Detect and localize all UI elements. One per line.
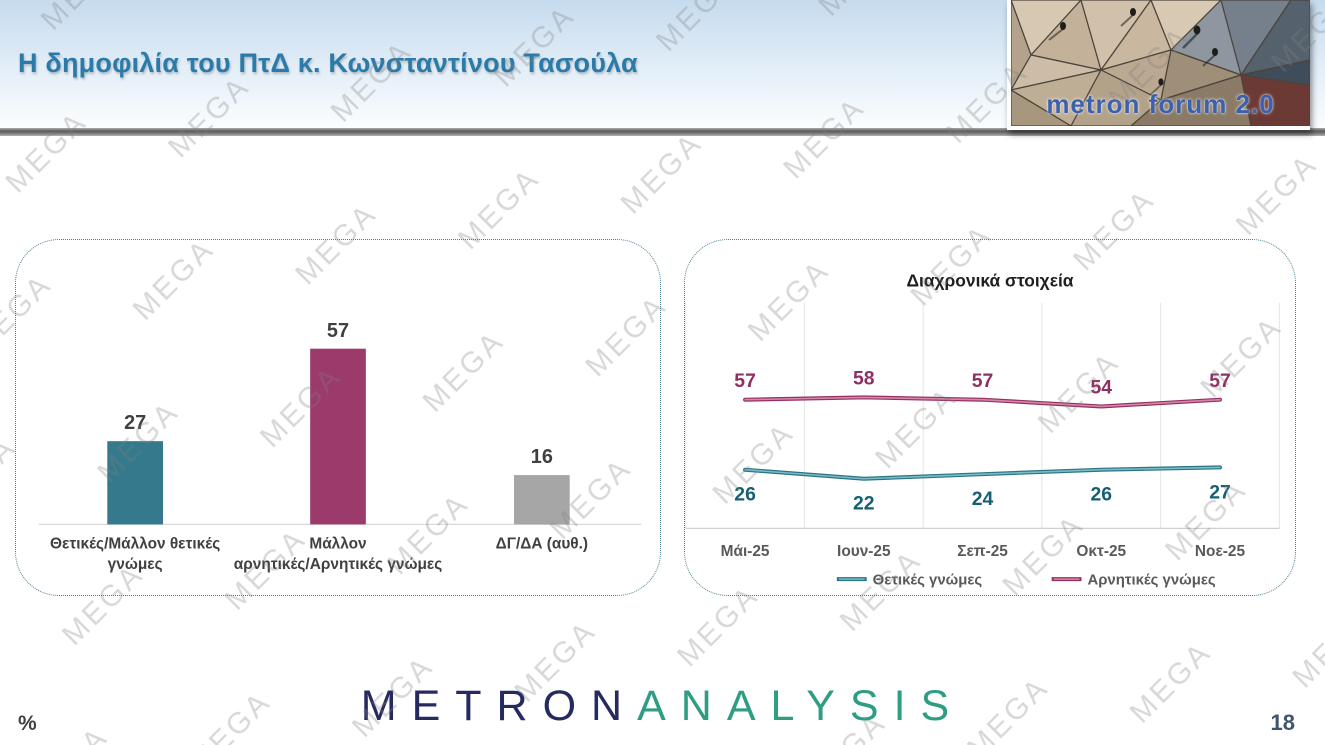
metron-analysis-logo: METRONANALYSIS <box>0 682 1325 731</box>
data-label: 27 <box>1209 481 1231 503</box>
line-chart-title: Διαχρονικά στοιχεία <box>907 271 1074 291</box>
data-label: 54 <box>1090 377 1112 399</box>
bar-chart: 27 Θετικές/Μάλλον θετικές γνώμες 57 Μάλλον αρ… <box>38 320 642 573</box>
line-chart-panel: Διαχρονικά στοιχεία 26 22 24 26 27 57 58 57 54 57 Μ… <box>684 239 1296 596</box>
bar-category-label: γνώμες <box>108 556 163 573</box>
data-label: 57 <box>734 370 756 392</box>
page-title: Η δημοφιλία του ΠτΔ κ. Κωνσταντίνου Τασο… <box>18 48 638 78</box>
bar-category-label: αρνητικές/Αρνητικές γνώμες <box>234 556 443 573</box>
legend-label: Αρνητικές γνώμες <box>1087 573 1215 589</box>
data-label: 26 <box>1090 484 1112 506</box>
bar-category-label: Θετικές/Μάλλον θετικές <box>50 535 220 552</box>
bar-value-label: 16 <box>531 446 553 468</box>
page-number: 18 <box>1270 710 1295 735</box>
bar-category-label: Μάλλον <box>309 535 366 552</box>
bar <box>107 441 163 525</box>
bar-value-label: 27 <box>124 412 146 434</box>
bar-value-label: 57 <box>327 320 349 342</box>
data-label: 57 <box>972 370 994 392</box>
bar-chart-panel: 27 Θετικές/Μάλλον θετικές γνώμες 57 Μάλλον αρ… <box>15 239 661 596</box>
x-tick-label: Σεπ-25 <box>957 543 1008 560</box>
bar <box>310 348 366 525</box>
bar <box>514 475 570 525</box>
x-tick-label: Μάι-25 <box>721 543 770 560</box>
data-label: 22 <box>853 493 875 515</box>
x-tick-label: Οκτ-25 <box>1076 543 1126 560</box>
bar-category-label: ΔΓ/ΔΑ (αυθ.) <box>496 535 588 552</box>
data-label: 24 <box>972 488 994 510</box>
line-chart: Διαχρονικά στοιχεία 26 22 24 26 27 57 58 57 54 57 Μ… <box>685 271 1280 589</box>
legend-label: Θετικές γνώμες <box>873 573 983 589</box>
metron-forum-logo: metron forum 2.0 <box>1007 0 1310 130</box>
metron-forum-logo-text: metron forum 2.0 <box>1046 89 1275 119</box>
data-label: 57 <box>1209 370 1231 392</box>
x-tick-label: Νοε-25 <box>1195 543 1246 560</box>
metron-analysis-logo-analysis: ANALYSIS <box>637 682 965 730</box>
data-label: 26 <box>734 484 756 506</box>
percent-label: % <box>18 712 37 735</box>
x-tick-label: Ιουν-25 <box>837 543 891 560</box>
data-label: 58 <box>853 368 875 390</box>
metron-analysis-logo-metron: METRON <box>360 682 638 730</box>
